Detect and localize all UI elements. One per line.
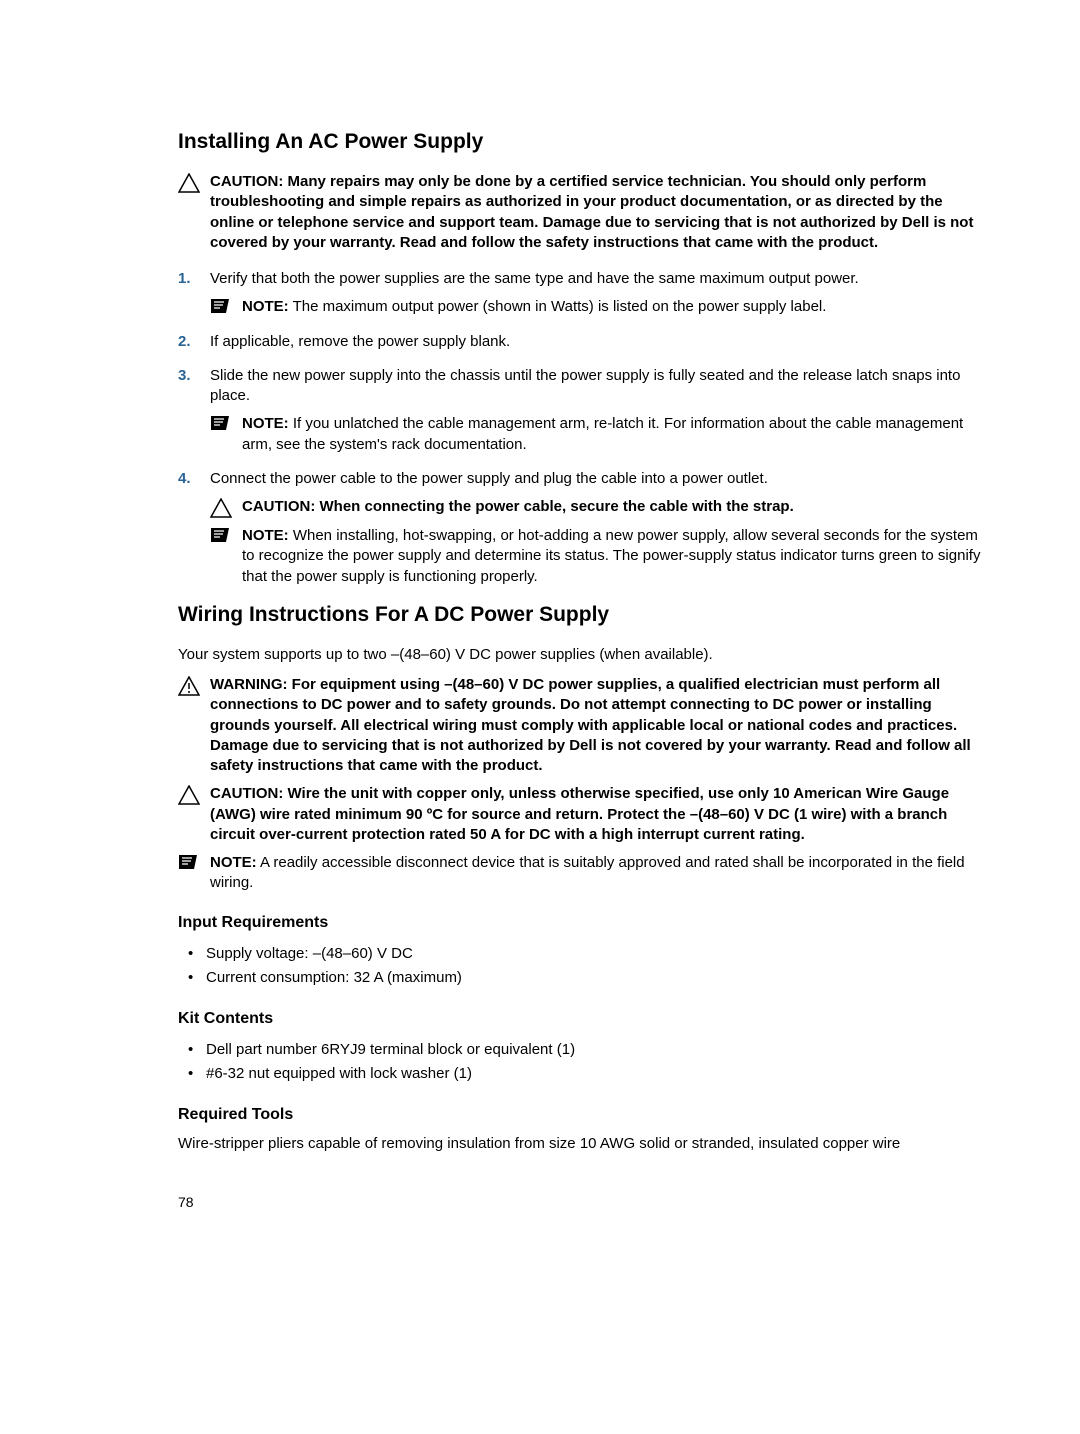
note-icon: [210, 415, 234, 431]
page-number: 78: [178, 1194, 990, 1210]
warning-block: WARNING: For equipment using –(48–60) V …: [178, 675, 990, 776]
list-item: Supply voltage: –(48–60) V DC: [178, 942, 990, 966]
caution-block: CAUTION: Many repairs may only be done b…: [178, 172, 990, 253]
note-text: NOTE: If you unlatched the cable managem…: [242, 414, 990, 455]
step-text: Slide the new power supply into the chas…: [210, 367, 960, 404]
note-block: NOTE: When installing, hot-swapping, or …: [210, 526, 990, 587]
warning-icon: [178, 676, 202, 696]
step-4: Connect the power cable to the power sup…: [178, 469, 990, 587]
caution-lead: CAUTION:: [210, 785, 283, 802]
kit-contents-list: Dell part number 6RYJ9 terminal block or…: [178, 1038, 990, 1086]
caution-text: CAUTION: Many repairs may only be done b…: [210, 172, 990, 253]
input-requirements-title: Input Requirements: [178, 914, 990, 932]
caution-lead: CAUTION:: [210, 173, 283, 190]
caution-block: CAUTION: When connecting the power cable…: [210, 497, 990, 518]
step-2: If applicable, remove the power supply b…: [178, 332, 990, 352]
caution-text: CAUTION: Wire the unit with copper only,…: [210, 784, 990, 845]
section-title-wiring-dc: Wiring Instructions For A DC Power Suppl…: [178, 603, 990, 627]
caution-icon: [210, 498, 234, 518]
note-block: NOTE: A readily accessible disconnect de…: [178, 853, 990, 894]
note-lead: NOTE:: [242, 298, 289, 315]
page-content: Installing An AC Power Supply CAUTION: M…: [0, 0, 1080, 1260]
step-1: Verify that both the power supplies are …: [178, 269, 990, 318]
kit-contents-title: Kit Contents: [178, 1010, 990, 1028]
step-text: Verify that both the power supplies are …: [210, 270, 859, 287]
note-icon: [210, 527, 234, 543]
note-lead: NOTE:: [210, 854, 257, 871]
required-tools-text: Wire-stripper pliers capable of removing…: [178, 1134, 990, 1154]
note-body: The maximum output power (shown in Watts…: [289, 298, 827, 315]
note-icon: [178, 854, 202, 870]
note-lead: NOTE:: [242, 527, 289, 544]
note-lead: NOTE:: [242, 415, 289, 432]
step-text: Connect the power cable to the power sup…: [210, 470, 768, 487]
caution-icon: [178, 785, 202, 805]
intro-text: Your system supports up to two –(48–60) …: [178, 645, 990, 665]
warning-text: WARNING: For equipment using –(48–60) V …: [210, 675, 990, 776]
warning-lead: WARNING:: [210, 676, 288, 693]
step-3: Slide the new power supply into the chas…: [178, 366, 990, 455]
section-title-install-ac: Installing An AC Power Supply: [178, 130, 990, 154]
note-text: NOTE: The maximum output power (shown in…: [242, 297, 826, 317]
note-text: NOTE: When installing, hot-swapping, or …: [242, 526, 990, 587]
caution-lead: CAUTION:: [242, 498, 315, 515]
note-icon: [210, 298, 234, 314]
required-tools-title: Required Tools: [178, 1106, 990, 1124]
warning-body: For equipment using –(48–60) V DC power …: [210, 676, 971, 774]
caution-body: Many repairs may only be done by a certi…: [210, 173, 973, 251]
note-body: A readily accessible disconnect device t…: [210, 854, 965, 891]
list-item: Dell part number 6RYJ9 terminal block or…: [178, 1038, 990, 1062]
note-block: NOTE: The maximum output power (shown in…: [210, 297, 990, 317]
caution-block: CAUTION: Wire the unit with copper only,…: [178, 784, 990, 845]
input-requirements-list: Supply voltage: –(48–60) V DC Current co…: [178, 942, 990, 990]
list-item: Current consumption: 32 A (maximum): [178, 966, 990, 990]
caution-body: When connecting the power cable, secure …: [315, 498, 793, 515]
caution-body: Wire the unit with copper only, unless o…: [210, 785, 949, 843]
caution-text: CAUTION: When connecting the power cable…: [242, 497, 794, 517]
note-body: When installing, hot-swapping, or hot-ad…: [242, 527, 980, 585]
step-text: If applicable, remove the power supply b…: [210, 333, 510, 350]
note-text: NOTE: A readily accessible disconnect de…: [210, 853, 990, 894]
note-body: If you unlatched the cable management ar…: [242, 415, 963, 452]
note-block: NOTE: If you unlatched the cable managem…: [210, 414, 990, 455]
install-steps: Verify that both the power supplies are …: [178, 269, 990, 587]
caution-icon: [178, 173, 202, 193]
list-item: #6-32 nut equipped with lock washer (1): [178, 1062, 990, 1086]
